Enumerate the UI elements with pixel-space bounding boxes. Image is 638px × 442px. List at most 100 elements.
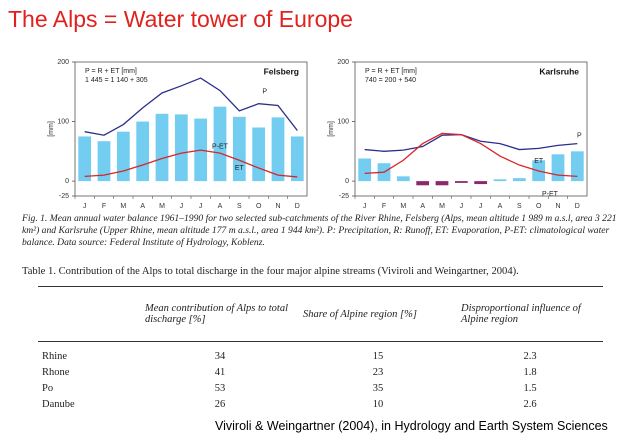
bar <box>78 136 92 182</box>
x-tick-label: J <box>363 203 367 210</box>
x-tick-label: S <box>517 203 522 210</box>
table-row: Po 53 35 1.5 <box>38 380 603 396</box>
bar <box>570 151 584 182</box>
station-name: Felsberg <box>264 66 299 76</box>
line <box>84 77 298 136</box>
x-tick-label: J <box>199 203 203 210</box>
table-cell: 23 <box>372 366 384 378</box>
balance-text: 1 445 = 1 140 + 305 <box>85 77 148 84</box>
y-tick-label: -25 <box>59 193 69 200</box>
balance-text: P = R + ET [mm] <box>85 68 137 75</box>
station-name: Karlsruhe <box>539 66 579 76</box>
y-tick-label: 0 <box>65 178 69 185</box>
bar <box>290 136 304 182</box>
bar <box>358 158 372 182</box>
source: Viviroli & Weingartner (2004), in Hydrol… <box>215 419 608 433</box>
x-tick-label: J <box>460 203 464 210</box>
series-label: P-ET <box>212 144 229 151</box>
table-cell: 2.3 <box>523 350 537 362</box>
x-tick-label: N <box>275 203 280 210</box>
series-label: P <box>262 89 267 96</box>
x-tick-label: M <box>439 203 445 210</box>
y-tick-label: 100 <box>337 118 349 125</box>
series-label: ET <box>534 158 544 165</box>
table-cell: 34 <box>214 350 226 362</box>
row-label: Rhone <box>42 366 70 378</box>
x-tick-label: M <box>159 203 165 210</box>
x-tick-label: F <box>382 203 386 210</box>
table-cell: 1.5 <box>523 382 537 394</box>
bar <box>116 131 130 182</box>
y-axis-label: [mm] <box>328 121 335 137</box>
table-caption: Table 1. Contribution of the Alps to tot… <box>22 266 519 277</box>
table-row: Danube 26 10 2.6 <box>38 396 603 412</box>
x-tick-label: D <box>575 203 580 210</box>
table-cell: 1.8 <box>523 366 537 378</box>
series-label: P <box>577 132 582 139</box>
y-tick-label: 0 <box>345 178 349 185</box>
x-tick-label: J <box>180 203 184 210</box>
x-tick-label: J <box>83 203 87 210</box>
bar <box>155 113 169 182</box>
x-tick-label: S <box>237 203 242 210</box>
x-tick-label: A <box>420 203 425 210</box>
line <box>364 134 578 152</box>
header-cell <box>38 286 141 342</box>
header-row: Mean contribution of Alps to total disch… <box>38 286 603 342</box>
table-row: Rhone 41 23 1.8 <box>38 364 603 380</box>
bar <box>396 176 410 182</box>
row-label: Danube <box>42 398 75 410</box>
row-label: Rhine <box>42 350 68 362</box>
bar <box>512 178 526 182</box>
bar <box>493 179 507 182</box>
table-body: Rhine 34 15 2.3 Rhone 41 23 1.8 Po 53 35 1.5 Danube 2… <box>38 342 603 413</box>
table-cell: 53 <box>214 382 226 394</box>
line <box>84 149 298 178</box>
x-tick-label: A <box>140 203 145 210</box>
y-tick-label: 200 <box>337 59 349 66</box>
row-label: Po <box>42 382 54 394</box>
x-tick-label: N <box>555 203 560 210</box>
bar <box>435 181 449 186</box>
bar <box>252 127 266 182</box>
x-tick-label: F <box>102 203 106 210</box>
header-cell: Disproportional influence of Alpine regi… <box>457 286 603 342</box>
chart: -25 0 100 200 [mm] J F M A M J J A S O N D P P-ET ET P = R +… <box>48 59 308 210</box>
table-row: Rhine 34 15 2.3 <box>38 342 603 365</box>
bar <box>474 181 488 185</box>
y-tick-label: 200 <box>57 59 69 66</box>
bar <box>174 114 188 182</box>
x-tick-label: D <box>295 203 300 210</box>
bar <box>271 117 285 182</box>
x-tick-label: M <box>400 203 406 210</box>
chart: -25 0 100 200 [mm] J F M A M J J A S O N D P P-ET ET P = R +… <box>328 59 588 210</box>
x-tick-label: A <box>218 203 223 210</box>
y-axis-label: [mm] <box>48 121 55 137</box>
table-cell: 35 <box>372 382 384 394</box>
slide-title: The Alps = Water tower of Europe <box>8 6 353 32</box>
bar <box>454 181 468 183</box>
table-cell: 2.6 <box>523 398 537 410</box>
x-tick-label: O <box>256 203 262 210</box>
series-label: ET <box>235 165 245 172</box>
balance-text: P = R + ET [mm] <box>365 68 417 75</box>
table-cell: 15 <box>372 350 384 362</box>
header-cell: Share of Alpine region [%] <box>299 286 457 342</box>
table: Mean contribution of Alps to total disch… <box>38 286 603 412</box>
bar <box>213 106 227 182</box>
bar <box>416 181 430 186</box>
bar <box>136 121 150 182</box>
y-tick-label: -25 <box>339 193 349 200</box>
table-cell: 10 <box>372 398 384 410</box>
x-tick-label: O <box>536 203 542 210</box>
bar <box>551 154 565 182</box>
balance-text: 740 = 200 + 540 <box>365 77 416 84</box>
table-cell: 41 <box>214 366 226 378</box>
bar <box>97 141 111 182</box>
x-tick-label: A <box>498 203 503 210</box>
figure-caption: Fig. 1. Mean annual water balance 1961–1… <box>22 213 617 248</box>
table-cell: 26 <box>214 398 226 410</box>
line <box>364 132 578 177</box>
x-tick-label: J <box>479 203 483 210</box>
